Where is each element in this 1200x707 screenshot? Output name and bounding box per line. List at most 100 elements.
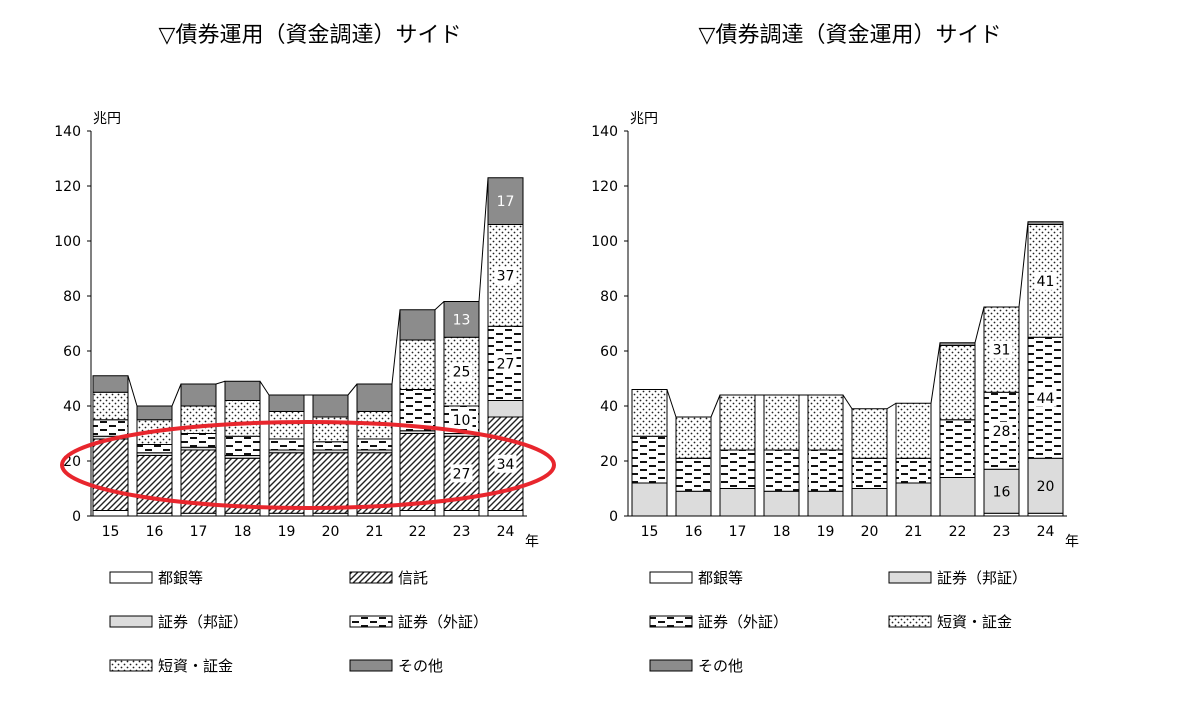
y-axis-unit: 兆円	[93, 111, 121, 127]
bar-segment	[180, 433, 217, 448]
x-tick-label: 17	[190, 524, 208, 540]
bar-segment	[356, 383, 393, 412]
bar-segment	[92, 391, 129, 421]
bar-segment	[443, 301, 480, 338]
bar-segment	[851, 488, 888, 517]
bar-segment	[399, 309, 436, 341]
bar-segment	[487, 177, 524, 225]
bar-segment	[807, 394, 844, 451]
data-label-bg	[494, 266, 517, 285]
y-tick-label: 120	[54, 179, 81, 195]
data-label-bg	[450, 410, 473, 429]
x-tick-label: 21	[905, 524, 923, 540]
chart-title: ▽債券運用（資金調達）サイド	[159, 23, 462, 48]
data-label: 10	[453, 413, 471, 429]
bar-segment	[807, 490, 844, 517]
x-axis-unit: 年	[1065, 534, 1079, 550]
data-label: 31	[993, 343, 1011, 359]
bar-segment	[487, 510, 524, 517]
y-tick-label: 80	[600, 289, 618, 305]
bar-segment	[675, 416, 712, 459]
x-tick-label: 18	[773, 524, 791, 540]
data-label: 20	[1037, 479, 1055, 495]
y-tick-label: 100	[54, 234, 81, 250]
y-tick-label: 80	[63, 289, 81, 305]
bar-segment	[224, 380, 261, 401]
bar-segment	[356, 438, 393, 451]
y-tick-label: 0	[72, 509, 81, 525]
legend-label: 証券（邦証）	[937, 569, 1027, 587]
x-tick-label: 19	[278, 524, 296, 540]
legend-swatch	[649, 571, 693, 584]
bar-segment	[807, 449, 844, 492]
x-tick-label: 16	[685, 524, 703, 540]
y-tick-label: 0	[609, 509, 618, 525]
y-tick-label: 20	[600, 454, 618, 470]
legend-swatch	[349, 659, 393, 672]
bar-segment	[312, 394, 349, 418]
data-label-bg	[494, 354, 517, 373]
bar-connector	[215, 380, 226, 385]
bar-segment	[631, 389, 668, 437]
legend-swatch	[349, 615, 393, 628]
data-label: 41	[1037, 274, 1055, 290]
data-label: 25	[453, 365, 471, 381]
data-label: 13	[453, 312, 471, 328]
right-chart: ▽債券調達（資金運用）サイド 0 20 40 60 80 100 120 140 兆円 15 16 17…	[591, 23, 1079, 675]
bar-connector	[347, 383, 358, 396]
bar-segment	[631, 435, 668, 484]
highlight-ellipse	[60, 420, 556, 510]
bar-segment	[92, 419, 129, 437]
legend-label: 証券（外証）	[698, 613, 788, 631]
legend-swatch	[649, 615, 693, 628]
bar-segment	[136, 455, 173, 514]
legend-swatch	[349, 571, 393, 584]
bar-segment	[763, 394, 800, 451]
bar-segment	[939, 342, 976, 346]
x-tick-label: 23	[993, 524, 1011, 540]
bar-segment	[851, 408, 888, 459]
x-tick-label: 17	[729, 524, 747, 540]
bar-connector	[842, 394, 853, 410]
bar-segment	[675, 490, 712, 517]
legend-swatch	[888, 615, 932, 628]
bar-segment	[631, 482, 668, 517]
legend-swatch	[888, 571, 932, 584]
bar-segment	[268, 452, 305, 514]
data-label-bg	[990, 482, 1013, 501]
data-label-bg	[990, 340, 1013, 359]
bar-connector	[1018, 221, 1029, 308]
data-label: 27	[497, 356, 515, 372]
data-label-bg	[990, 421, 1013, 440]
bar-segment	[312, 452, 349, 514]
y-tick-label: 60	[63, 344, 81, 360]
bar-segment	[895, 402, 932, 459]
bar-connector	[886, 402, 897, 410]
bar-segment	[399, 510, 436, 517]
bar-segment	[268, 438, 305, 451]
data-label: 27	[453, 466, 471, 482]
data-label-bg	[450, 362, 473, 381]
bar-segment	[180, 383, 217, 407]
bar-segment	[268, 411, 305, 440]
data-label-bg	[1034, 271, 1057, 290]
legend-swatch	[109, 659, 153, 672]
bar-segment	[399, 339, 436, 390]
x-tick-label: 21	[366, 524, 384, 540]
x-tick-label: 18	[234, 524, 252, 540]
y-axis-unit: 兆円	[630, 111, 658, 127]
data-label: 44	[1037, 391, 1055, 407]
bar-segment	[939, 419, 976, 478]
bar-segment	[92, 375, 129, 393]
left-chart: ▽債券運用（資金調達）サイド 0 20 40 60 80 100 120 140 兆円 15 16 17…	[54, 23, 556, 675]
bar-segment	[719, 394, 756, 451]
bar-segment	[268, 394, 305, 412]
data-label: 17	[497, 194, 515, 210]
bar-segment	[939, 345, 976, 421]
x-tick-label: 20	[322, 524, 340, 540]
x-tick-label: 24	[1037, 524, 1055, 540]
bar-segment	[312, 441, 349, 451]
x-tick-label: 22	[949, 524, 967, 540]
bar-segment	[92, 438, 129, 511]
